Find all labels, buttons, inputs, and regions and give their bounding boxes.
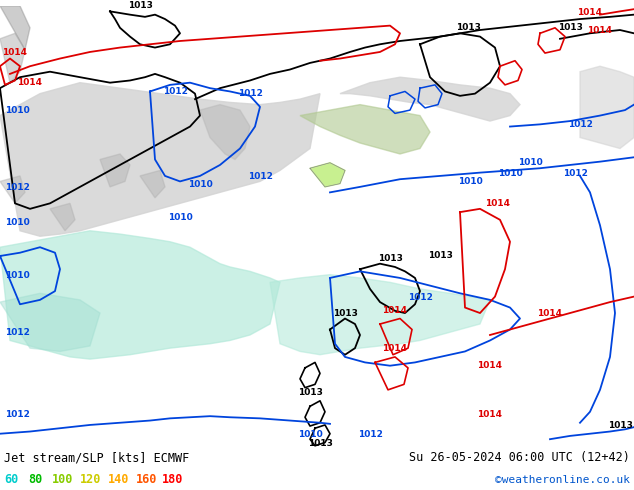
Polygon shape <box>0 231 280 359</box>
Polygon shape <box>300 104 430 154</box>
Text: 1010: 1010 <box>5 106 30 115</box>
Polygon shape <box>200 104 250 159</box>
Text: 1013: 1013 <box>297 388 323 397</box>
Text: Jet stream/SLP [kts] ECMWF: Jet stream/SLP [kts] ECMWF <box>4 451 190 465</box>
Text: 1014: 1014 <box>477 361 503 370</box>
Text: 1013: 1013 <box>557 23 583 32</box>
Text: 1010: 1010 <box>517 158 542 167</box>
Text: 1012: 1012 <box>408 293 432 302</box>
Text: 1013: 1013 <box>307 439 332 448</box>
Polygon shape <box>0 294 100 351</box>
Text: 1014: 1014 <box>578 8 602 17</box>
Text: 1014: 1014 <box>538 309 562 318</box>
Text: 1010: 1010 <box>458 176 482 186</box>
Text: 180: 180 <box>162 473 183 487</box>
Text: 1013: 1013 <box>333 309 358 318</box>
Text: 1013: 1013 <box>378 254 403 264</box>
Polygon shape <box>0 33 25 83</box>
Polygon shape <box>140 171 165 198</box>
Text: 80: 80 <box>28 473 42 487</box>
Text: 140: 140 <box>108 473 129 487</box>
Text: 1010: 1010 <box>498 169 522 178</box>
Text: 1010: 1010 <box>5 271 30 280</box>
Text: 1010: 1010 <box>188 180 212 189</box>
Text: 1013: 1013 <box>427 251 453 260</box>
Text: 1013: 1013 <box>456 23 481 32</box>
Polygon shape <box>0 83 320 236</box>
Polygon shape <box>270 275 490 355</box>
Polygon shape <box>340 77 520 121</box>
Text: 1014: 1014 <box>486 198 510 208</box>
Text: 1014: 1014 <box>382 306 408 315</box>
Text: 1012: 1012 <box>5 410 30 419</box>
Text: 1010: 1010 <box>5 218 30 227</box>
Text: 1012: 1012 <box>567 120 592 128</box>
Text: 100: 100 <box>52 473 74 487</box>
Text: Su 26-05-2024 06:00 UTC (12+42): Su 26-05-2024 06:00 UTC (12+42) <box>409 451 630 465</box>
Text: 1010: 1010 <box>167 213 192 222</box>
Text: 1014: 1014 <box>588 26 612 35</box>
Text: 1012: 1012 <box>162 87 188 96</box>
Polygon shape <box>310 163 345 187</box>
Text: 1013: 1013 <box>607 421 633 430</box>
Text: 1012: 1012 <box>562 169 588 178</box>
Polygon shape <box>100 154 130 187</box>
Polygon shape <box>0 176 25 203</box>
Text: 1012: 1012 <box>5 328 30 337</box>
Text: 120: 120 <box>80 473 101 487</box>
Polygon shape <box>50 203 75 231</box>
Text: 1012: 1012 <box>358 430 382 439</box>
Text: 1010: 1010 <box>297 430 322 439</box>
Polygon shape <box>580 66 634 148</box>
Text: 1014: 1014 <box>18 78 42 87</box>
Text: 1012: 1012 <box>5 183 30 192</box>
Text: 1014: 1014 <box>477 410 503 419</box>
Text: 1014: 1014 <box>382 344 408 353</box>
Text: 1012: 1012 <box>247 172 273 181</box>
Polygon shape <box>0 6 30 50</box>
Text: 160: 160 <box>136 473 157 487</box>
Text: ©weatheronline.co.uk: ©weatheronline.co.uk <box>495 475 630 485</box>
Text: 60: 60 <box>4 473 18 487</box>
Text: 1012: 1012 <box>238 89 262 98</box>
Text: 1013: 1013 <box>127 1 152 10</box>
Text: 1014: 1014 <box>2 48 27 57</box>
